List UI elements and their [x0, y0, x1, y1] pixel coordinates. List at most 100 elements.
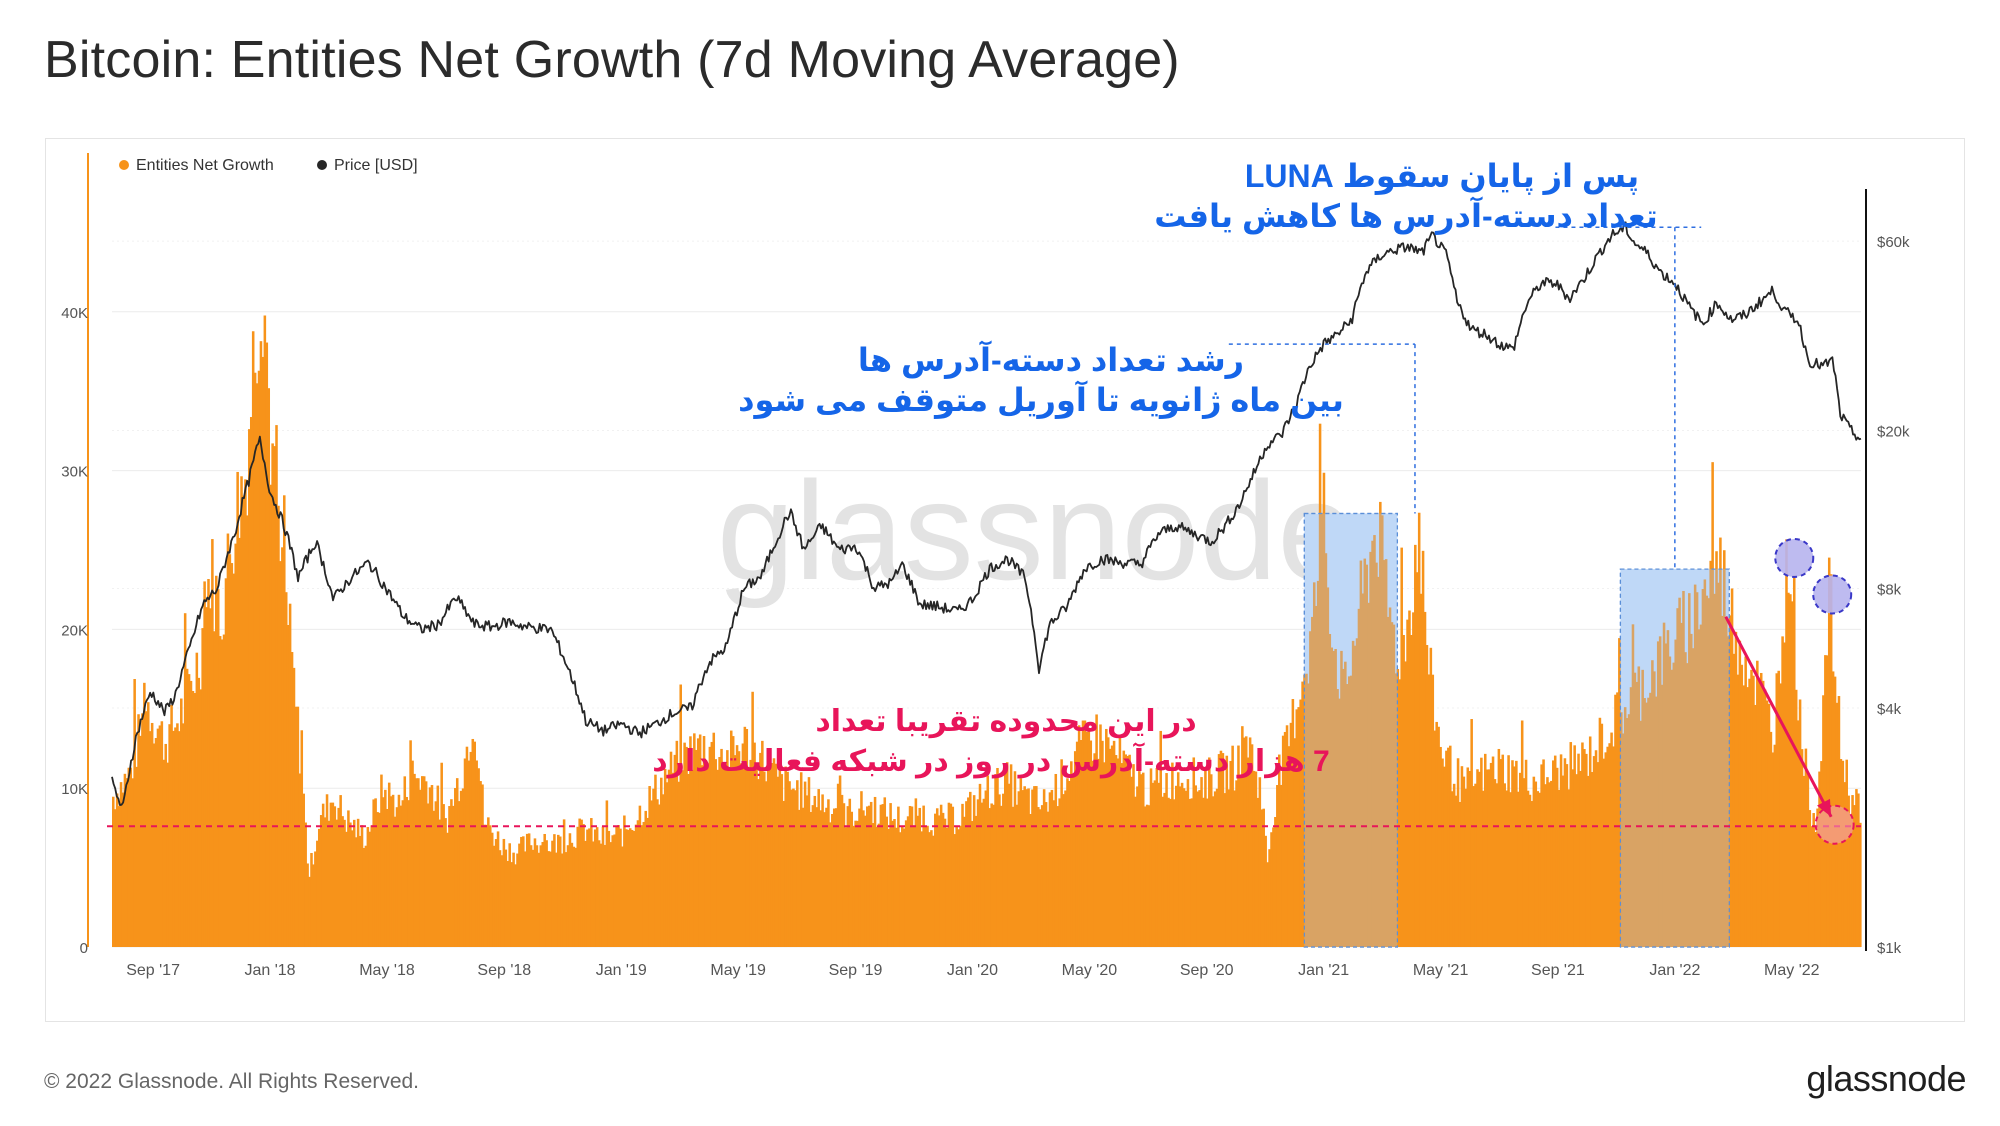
growth-bar: [1031, 789, 1034, 947]
growth-bar: [1674, 639, 1677, 947]
growth-bar: [1435, 721, 1438, 947]
growth-bar: [1005, 762, 1009, 947]
growth-bar: [918, 807, 922, 947]
growth-bar: [555, 852, 558, 947]
growth-bar: [1038, 809, 1042, 947]
growth-bar: [1283, 731, 1287, 947]
growth-bar: [873, 796, 877, 947]
growth-bar: [1775, 673, 1779, 947]
growth-bar: [1649, 692, 1652, 947]
growth-bar: [117, 806, 121, 947]
y-right-tick-label: $1k: [1877, 940, 1902, 957]
growth-bar: [883, 797, 887, 947]
growth-bar: [181, 723, 185, 947]
growth-bar: [1381, 515, 1384, 947]
growth-bar: [976, 799, 980, 947]
growth-bar: [1073, 751, 1077, 947]
growth-bar: [1602, 758, 1606, 947]
growth-bar: [1270, 832, 1273, 947]
growth-bar: [405, 796, 408, 947]
growth-bar: [838, 775, 842, 947]
growth-bar: [238, 537, 241, 947]
growth-bar: [1357, 608, 1361, 947]
growth-bar: [1279, 784, 1283, 947]
growth-bar: [255, 383, 259, 947]
growth-bar: [969, 791, 972, 947]
growth-bar: [323, 817, 327, 947]
growth-bar: [1367, 602, 1370, 947]
growth-bar: [646, 817, 649, 947]
growth-bar: [1620, 712, 1623, 947]
growth-bar: [205, 607, 208, 947]
growth-bar: [337, 807, 340, 947]
growth-bar: [1190, 798, 1194, 947]
growth-bar: [1070, 761, 1073, 947]
growth-bar: [879, 804, 883, 947]
growth-bar: [1814, 832, 1817, 947]
growth-bar: [514, 864, 517, 947]
growth-bar: [1614, 694, 1617, 947]
growth-bar: [1507, 755, 1510, 947]
growth-bar: [1379, 501, 1382, 947]
growth-bar: [1441, 758, 1444, 947]
growth-bar: [700, 765, 704, 947]
growth-bar: [269, 484, 272, 947]
growth-bar: [422, 776, 426, 947]
growth-bar: [162, 759, 166, 947]
growth-bar: [1184, 790, 1188, 947]
growth-bar: [798, 809, 801, 947]
y-right-tick-label: $4k: [1877, 701, 1902, 718]
growth-bar: [908, 805, 912, 947]
growth-bar: [813, 795, 817, 947]
price-line: [111, 221, 1862, 807]
growth-bar: [1134, 796, 1137, 947]
growth-bar: [424, 781, 428, 947]
peak-circle-0: [1774, 537, 1815, 578]
annotation-growth-line1: رشد تعداد دسته-آدرس ها: [858, 340, 1244, 379]
growth-bar: [1013, 771, 1017, 947]
growth-bar: [1182, 788, 1186, 947]
growth-bar: [1586, 775, 1590, 947]
growth-bar: [1536, 791, 1539, 947]
growth-bar: [613, 834, 616, 947]
growth-bar: [376, 812, 379, 947]
growth-bar: [191, 691, 195, 947]
growth-bar: [1151, 782, 1155, 947]
growth-bar: [1175, 785, 1178, 947]
growth-bar: [1299, 699, 1302, 947]
growth-bar: [1373, 535, 1376, 947]
growth-bar: [1812, 813, 1815, 947]
growth-bar: [1629, 687, 1633, 947]
decline-arrow-shaft: [1724, 615, 1833, 818]
price-line-layer: [111, 221, 1862, 807]
growth-bar: [978, 783, 982, 947]
growth-bar: [1538, 792, 1541, 947]
growth-bar: [549, 851, 552, 947]
legend-growth-dot: [119, 160, 129, 170]
growth-bar: [1660, 684, 1664, 947]
growth-bar: [1276, 785, 1279, 947]
growth-bar: [393, 816, 397, 947]
growth-bar: [1118, 736, 1122, 947]
growth-bar: [487, 817, 490, 947]
growth-bar: [1132, 764, 1135, 947]
annotation-growth-line2: بین ماه ژانویه تا آوریل متوقف می شود: [738, 380, 1344, 419]
growth-bar: [1019, 778, 1023, 947]
growth-bar: [413, 773, 416, 947]
growth-bar: [265, 342, 269, 947]
growth-bar: [1361, 593, 1365, 947]
growth-bar: [1384, 559, 1388, 947]
growth-bar: [1122, 750, 1126, 947]
growth-bar: [352, 819, 356, 947]
growth-bar: [1779, 683, 1782, 947]
growth-bar: [506, 860, 510, 947]
growth-bar: [1806, 771, 1810, 947]
growth-bar: [331, 802, 335, 947]
growth-bar: [588, 828, 591, 947]
growth-bar: [1287, 746, 1291, 947]
growth-bar: [335, 819, 339, 947]
growth-bar: [1208, 757, 1211, 947]
chart-canvas: glassnode Sep '17 Jan '18 May '18 Sep '18 Ja…: [61, 153, 1910, 979]
growth-bar: [1161, 796, 1164, 947]
growth-bar: [1664, 643, 1668, 947]
